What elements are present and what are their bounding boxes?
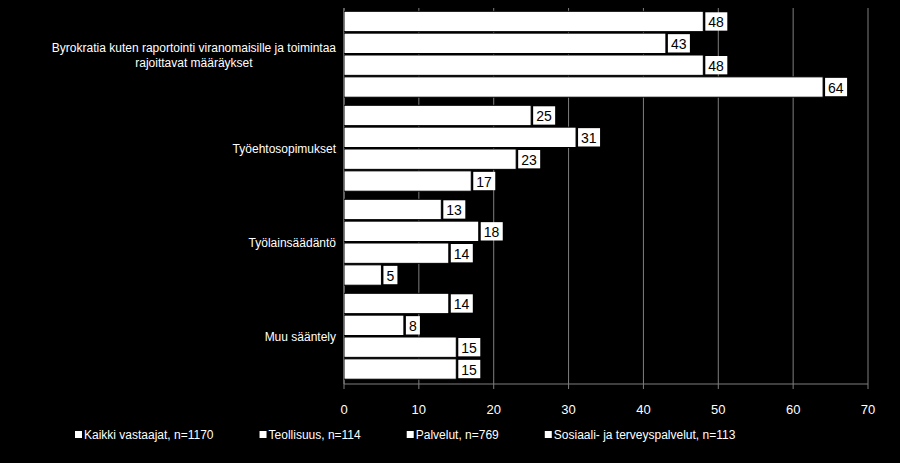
tick-label: 10: [412, 402, 426, 417]
data-label-box: [533, 106, 555, 124]
tick-label: 0: [340, 402, 347, 417]
bars: [344, 11, 823, 379]
legend-label: Teollisuus, n=114: [269, 428, 362, 442]
tick-mark: [868, 384, 869, 389]
data-label-box: [443, 200, 465, 218]
legend-label: Sosiaali- ja terveyspalvelut, n=113: [554, 428, 736, 442]
tick-mark: [418, 384, 419, 389]
tick-mark: [568, 384, 569, 389]
bar: [344, 243, 449, 263]
bar: [344, 55, 703, 75]
tick-label: 20: [486, 402, 500, 417]
data-label: 14: [454, 246, 470, 262]
legend-label: Palvelut, n=769: [416, 428, 499, 442]
data-label: 15: [461, 340, 477, 356]
bar: [344, 171, 471, 191]
data-label: 23: [521, 152, 537, 168]
data-label: 8: [409, 318, 417, 334]
data-label-box: [825, 78, 847, 96]
data-label: 25: [536, 108, 552, 124]
category-label: Byrokratia kuten raportointi viranomaisi…: [52, 41, 336, 70]
tick-label: 70: [861, 402, 875, 417]
chart: 0 10 20 30 40 50 60 70 48 25 13 14 43 31 18 8 48 23 14 15 64…: [0, 0, 900, 463]
data-label-box: [705, 12, 727, 30]
data-label-box: [473, 172, 495, 190]
data-label: 5: [386, 268, 394, 284]
bar: [344, 199, 441, 219]
data-label: 64: [828, 80, 844, 96]
bar: [344, 221, 479, 241]
tick-label: 30: [561, 402, 575, 417]
category-label: Työehtosopimukset: [233, 142, 337, 156]
bar: [344, 265, 381, 285]
data-label-box: [668, 34, 690, 52]
tick-mark: [493, 384, 494, 389]
data-label-box: [518, 150, 540, 168]
legend-marker: [545, 431, 552, 438]
bar: [344, 105, 531, 125]
data-label-box: [481, 222, 503, 240]
legend-marker: [260, 431, 267, 438]
data-label-box: [578, 128, 600, 146]
data-label: 48: [708, 14, 724, 30]
data-label-box: [705, 56, 727, 74]
data-label: 48: [708, 58, 724, 74]
data-label: 13: [446, 202, 462, 218]
tick-label: 60: [786, 402, 800, 417]
bar: [344, 359, 456, 379]
bar: [344, 33, 666, 53]
data-label-box: [451, 244, 473, 262]
data-label: 43: [671, 36, 687, 52]
tick-mark: [643, 384, 644, 389]
grid-line: [793, 8, 794, 384]
x-axis: [344, 384, 868, 385]
bar: [344, 293, 449, 313]
bar: [344, 77, 823, 97]
data-label-box: [406, 316, 420, 334]
bar: [344, 337, 456, 357]
data-label-box: [383, 266, 397, 284]
data-label: 15: [461, 362, 477, 378]
data-labels: 48 25 13 14 43 31 18 8 48 23 14 15 64 17 5 15: [383, 12, 847, 378]
bar: [344, 11, 703, 31]
legend-label: Kaikki vastaajat, n=1170: [84, 428, 214, 442]
legend-marker: [75, 431, 82, 438]
tick-mark: [718, 384, 719, 389]
bar: [344, 127, 576, 147]
data-label-box: [458, 338, 480, 356]
bar: [344, 315, 404, 335]
category-label: Muu sääntely: [265, 330, 336, 344]
tick-label: 40: [636, 402, 650, 417]
tick-mark: [793, 384, 794, 389]
data-label-box: [458, 360, 480, 378]
grid-line: [868, 8, 869, 384]
background: [0, 0, 900, 463]
legend: Kaikki vastaajat, n=1170 Teollisuus, n=11…: [75, 428, 736, 442]
tick-label: 50: [711, 402, 725, 417]
category-label: Työlainsäädäntö: [249, 236, 337, 250]
data-label: 18: [484, 224, 500, 240]
data-label: 31: [581, 130, 597, 146]
bar: [344, 149, 516, 169]
tick-mark: [344, 384, 345, 389]
data-label-box: [451, 294, 473, 312]
legend-marker: [407, 431, 414, 438]
data-label: 14: [454, 296, 470, 312]
data-label: 17: [476, 174, 492, 190]
